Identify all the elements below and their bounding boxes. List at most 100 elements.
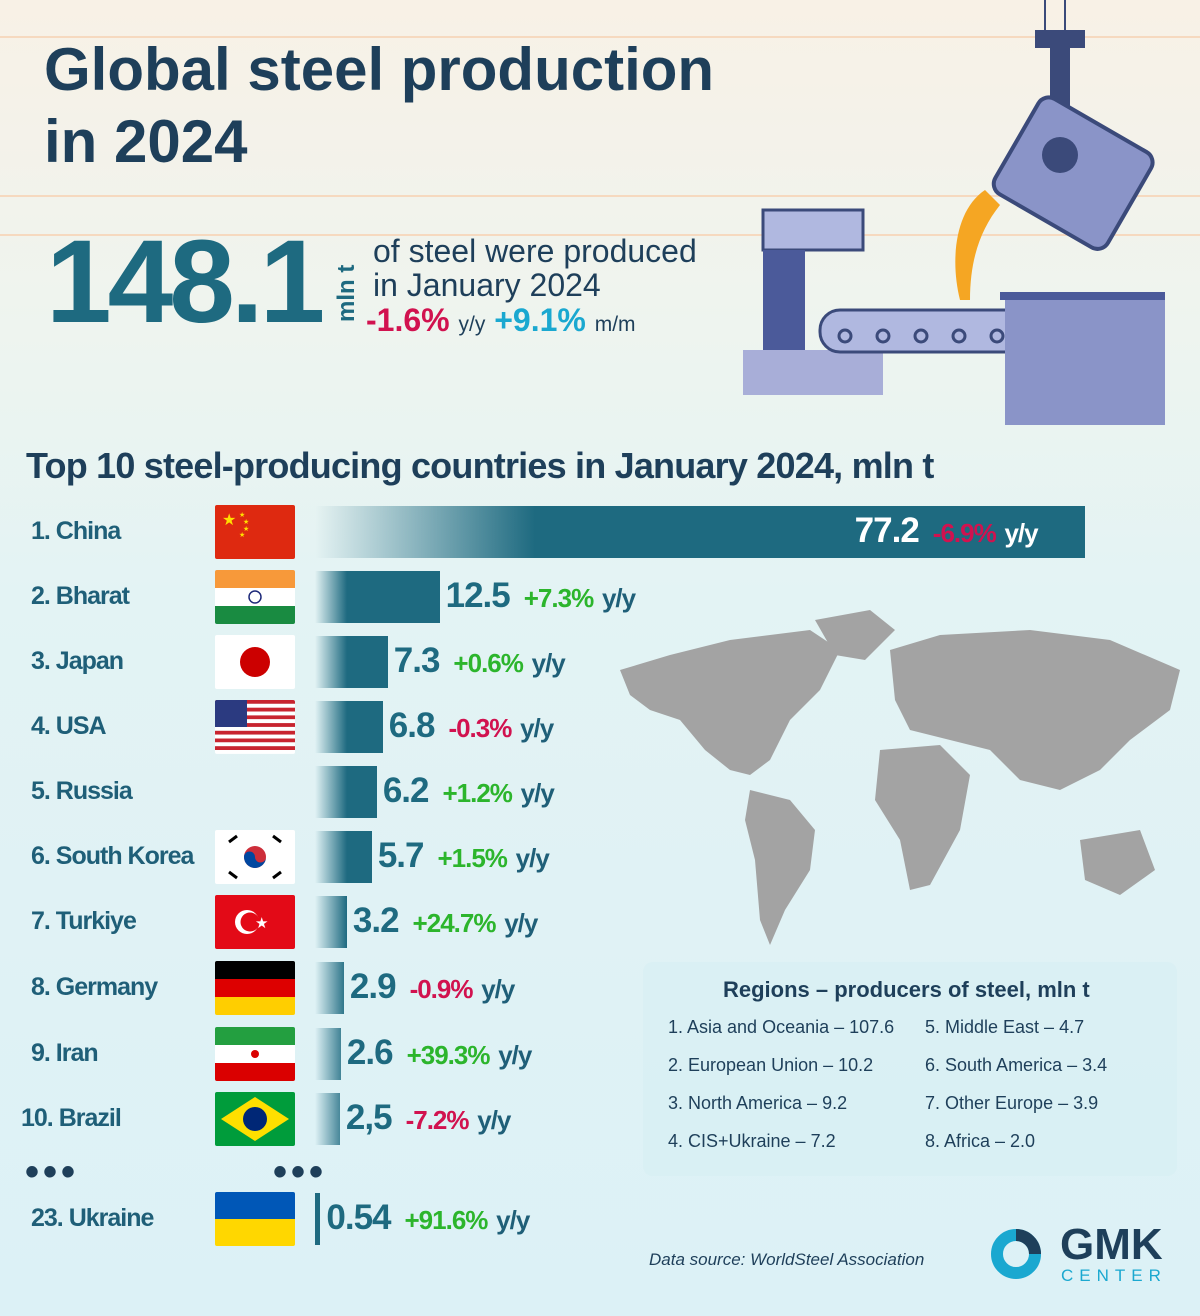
country-label: 3. Japan <box>31 647 124 675</box>
india-flag-icon <box>215 570 295 624</box>
bar-value-label: 12.5 +7.3% y/y <box>445 576 636 616</box>
bar-value-label: 6.2 +1.2% y/y <box>382 771 555 811</box>
bar <box>315 896 347 948</box>
total-value: 148.1 <box>46 216 325 348</box>
bar-row: 5. Russia 6.2 +1.2% y/y <box>0 765 1200 821</box>
region-item: 3. North America – 9.2 <box>668 1093 848 1113</box>
desc-line: of steel were produced <box>373 233 697 269</box>
value-text: 7.3 <box>393 641 441 680</box>
svg-text:★: ★ <box>239 511 245 519</box>
svg-text:★: ★ <box>243 518 249 526</box>
data-source: Data source: WorldSteel Association <box>649 1250 925 1269</box>
north-america-shape <box>620 630 840 775</box>
country-label: 4. USA <box>31 712 107 740</box>
eurasia-shape <box>890 630 1180 790</box>
svg-text:★: ★ <box>243 525 249 533</box>
value-text: 2.9 <box>349 967 397 1006</box>
germany-flag-icon <box>215 961 295 1015</box>
bar-value-label: 5.7 +1.5% y/y <box>378 836 550 876</box>
change-text: -0.9% <box>409 974 474 1004</box>
world-map <box>620 610 1180 945</box>
svg-text:★: ★ <box>255 915 268 932</box>
country-label: 10. Brazil <box>21 1104 122 1132</box>
change-suffix: y/y <box>481 974 515 1004</box>
title-line: in 2024 <box>44 108 248 175</box>
country-label: 9. Iran <box>31 1039 99 1067</box>
change-suffix: y/y <box>496 1205 530 1235</box>
bar-row: 2. Bharat 12.5 +7.3% y/y <box>0 570 1200 626</box>
country-label: 23. Ukraine <box>31 1204 154 1232</box>
south-korea-flag-icon <box>215 830 295 884</box>
desc-line: in January 2024 <box>373 267 601 303</box>
region-item: 7. Other Europe – 3.9 <box>925 1093 1099 1113</box>
country-label: 1. China <box>31 517 121 545</box>
bar-row: 8. Germany 2.9 -0.9% y/y <box>0 961 1200 1017</box>
yoy-change: -1.6% <box>366 302 450 338</box>
total-unit: mln t <box>333 264 360 322</box>
bar <box>315 636 388 688</box>
change-suffix: y/y <box>515 843 550 873</box>
bar-row: 1. China ★ ★ ★ ★ ★ 77.2 -6.9% y/y <box>0 505 1200 561</box>
bar-row: 4. USA 6.8 -0.3% y/y <box>0 700 1200 756</box>
bar-value-label: 7.3 +0.6% y/y <box>393 641 566 681</box>
value-text: 77.2 <box>854 511 920 550</box>
value-text: 6.2 <box>382 771 430 810</box>
value-text: 12.5 <box>445 576 511 615</box>
total-description: of steel were produced in January 2024 <box>373 234 697 302</box>
bar <box>315 1028 341 1080</box>
region-item: 6. South America – 3.4 <box>925 1055 1108 1075</box>
bar-row: 10. Brazil 2,5 -7.2% y/y <box>0 1092 1200 1148</box>
bar-value-label: 77.2 -6.9% y/y <box>854 511 1039 551</box>
change-suffix: y/y <box>498 1040 532 1070</box>
bar <box>315 506 1085 558</box>
change-text: +0.6% <box>453 648 523 678</box>
change-suffix: y/y <box>520 713 554 743</box>
svg-text:★: ★ <box>222 512 236 529</box>
change-suffix: y/y <box>520 778 555 808</box>
ellipsis: ••• <box>273 1150 328 1194</box>
greenland-shape <box>815 610 895 660</box>
value-text: 6.8 <box>388 706 436 745</box>
bar-row: 6. South Korea 5.7 +1.5% y/y <box>0 830 1200 886</box>
regions-panel: Regions – producers of steel, mln t 1. A… <box>643 962 1177 1176</box>
change-text: +1.2% <box>442 778 512 808</box>
change-text: +24.7% <box>412 908 497 938</box>
south-america-shape <box>745 790 815 945</box>
total-changes: -1.6% y/y +9.1% m/m <box>366 302 636 343</box>
region-item: 5. Middle East – 4.7 <box>925 1017 1085 1037</box>
gmk-logo-icon <box>991 1229 1041 1279</box>
bar <box>315 571 440 623</box>
region-item: 8. Africa – 2.0 <box>925 1131 1036 1151</box>
change-suffix: y/y <box>1004 518 1038 548</box>
africa-shape <box>875 745 970 890</box>
yoy-label: y/y <box>458 313 486 336</box>
value-text: 3.2 <box>352 901 400 940</box>
australia-shape <box>1080 830 1155 895</box>
value-text: 2,5 <box>345 1098 393 1137</box>
bar-value-label: 2.9 -0.9% y/y <box>349 967 515 1007</box>
bar-value-label: 2,5 -7.2% y/y <box>345 1098 511 1138</box>
country-label: 6. South Korea <box>31 842 194 870</box>
logo-subtext: CENTER <box>1061 1266 1167 1285</box>
bar <box>315 962 344 1014</box>
bar <box>315 1093 340 1145</box>
usa-flag-icon <box>215 700 295 754</box>
value-text: 2.6 <box>346 1033 394 1072</box>
ellipsis: ••• <box>25 1150 80 1194</box>
bar-row: 23. Ukraine 0.54 +91.6% y/y <box>0 1192 1200 1248</box>
country-label: 5. Russia <box>31 777 133 805</box>
change-text: -7.2% <box>405 1105 470 1135</box>
bar <box>315 831 372 883</box>
logo-text: GMK <box>1060 1220 1163 1269</box>
regions-title: Regions – producers of steel, mln t <box>723 977 1090 1002</box>
change-suffix: y/y <box>504 908 538 938</box>
change-suffix: y/y <box>477 1105 511 1135</box>
country-label: 7. Turkiye <box>31 907 137 935</box>
change-text: +7.3% <box>523 583 594 613</box>
mom-label: m/m <box>594 313 636 336</box>
bar-value-label: 3.2 +24.7% y/y <box>352 901 538 941</box>
iran-flag-icon <box>215 1027 295 1081</box>
brazil-flag-icon <box>215 1092 295 1146</box>
chart-title: Top 10 steel-producing countries in Janu… <box>26 445 934 486</box>
bar-value-label: 0.54 +91.6% y/y <box>326 1198 530 1238</box>
